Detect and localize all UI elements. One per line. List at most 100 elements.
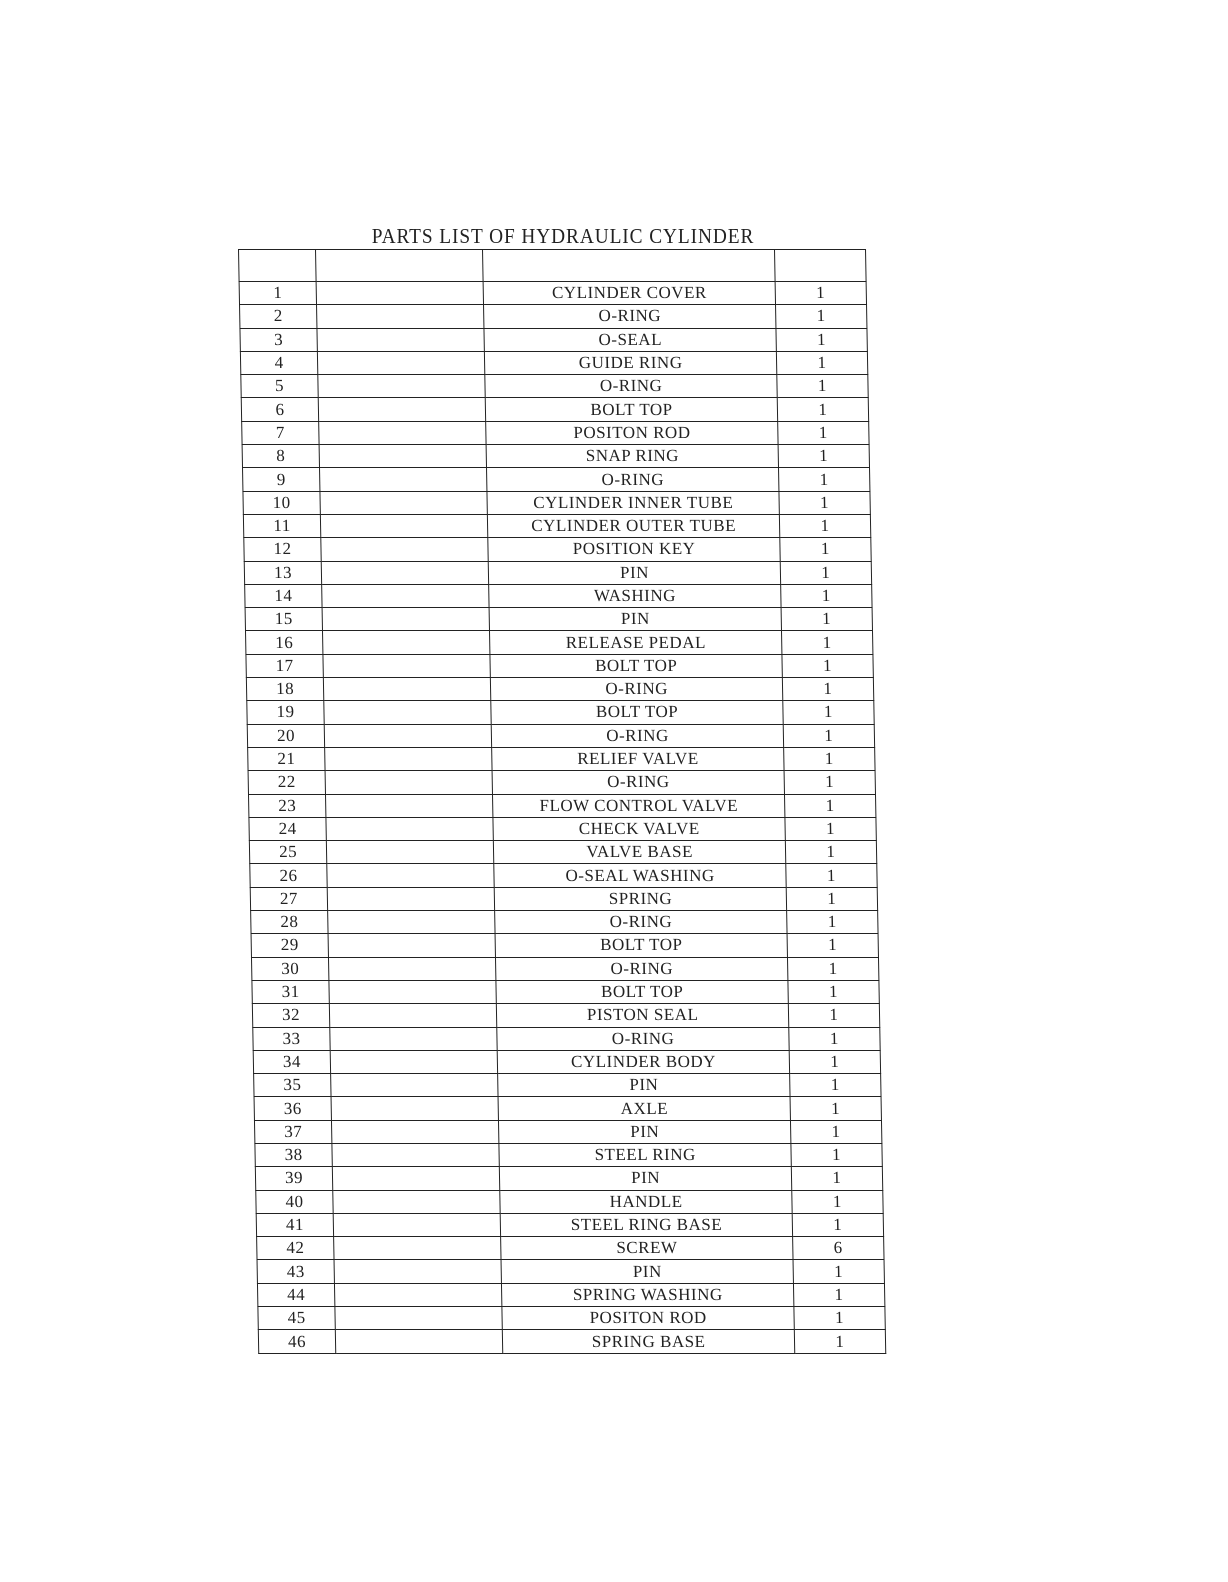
cell-item-number: 30	[251, 957, 330, 981]
table-row: 7 POSITON ROD 1	[241, 421, 870, 445]
cell-part-number	[320, 491, 488, 515]
cell-item-number: 36	[254, 1096, 332, 1121]
cell-part-number	[319, 444, 487, 468]
table-row: 37 PIN 1	[254, 1120, 882, 1144]
cell-quantity: 1	[791, 1190, 884, 1214]
table-row: 6 BOLT TOP 1	[241, 397, 869, 422]
cell-part-number	[324, 724, 493, 748]
cell-item-number: 3	[239, 328, 318, 352]
cell-item-number: 28	[250, 910, 329, 934]
table-row: 41 STEEL RING BASE 1	[256, 1213, 884, 1237]
cell-part-name: VALVE BASE	[493, 840, 786, 864]
cell-item-number: 7	[241, 421, 320, 445]
cell-part-name: SPRING BASE	[502, 1329, 795, 1354]
cell-part-number	[326, 840, 495, 864]
cell-item-number: 1	[239, 281, 317, 305]
table-row: 32 PISTON SEAL 1	[252, 1003, 880, 1027]
cell-part-number	[324, 747, 493, 771]
cell-part-name: RELEASE PEDAL	[489, 630, 782, 655]
table-row: 24 CHECK VALVE 1	[248, 817, 877, 841]
cell-quantity: 1	[784, 817, 877, 841]
cell-part-name: BOLT TOP	[490, 654, 783, 678]
cell-part-name: AXLE	[498, 1096, 791, 1121]
cell-item-number: 22	[248, 770, 326, 795]
cell-part-name: POSITON ROD	[502, 1306, 795, 1330]
cell-quantity: 1	[775, 328, 868, 352]
cell-quantity: 1	[780, 607, 873, 631]
table-row: 12 POSITION KEY 1	[243, 537, 872, 562]
cell-part-name: SPRING	[494, 887, 787, 911]
cell-part-name: WASHING	[489, 584, 781, 608]
table-row: 15 PIN 1	[245, 607, 873, 631]
cell-part-number	[332, 1143, 500, 1167]
cell-item-number: 44	[257, 1283, 335, 1307]
cell-part-number	[323, 677, 492, 701]
cell-quantity: 1	[792, 1259, 885, 1284]
header-cell-no	[238, 249, 317, 282]
cell-item-number: 16	[245, 630, 324, 655]
cell-item-number: 15	[245, 607, 323, 631]
cell-quantity: 1	[776, 351, 868, 375]
cell-part-number	[322, 630, 491, 655]
cell-part-name: BOLT TOP	[491, 700, 784, 725]
cell-part-number	[330, 1050, 498, 1074]
cell-item-number: 17	[245, 654, 324, 678]
cell-part-number	[318, 421, 487, 445]
cell-part-name: O-RING	[494, 910, 787, 934]
cell-quantity: 1	[777, 397, 869, 422]
cell-quantity: 1	[783, 724, 875, 748]
cell-part-name: O-RING	[492, 770, 785, 795]
cell-part-name: O-SEAL WASHING	[494, 863, 787, 888]
table-row: 8 SNAP RING 1	[242, 444, 870, 468]
cell-part-name: SNAP RING	[486, 444, 779, 468]
cell-part-name: STEEL RING	[499, 1143, 792, 1167]
cell-quantity: 1	[785, 840, 877, 864]
table-row: 20 O-RING 1	[247, 724, 875, 748]
cell-quantity: 1	[788, 1003, 880, 1027]
cell-item-number: 4	[240, 351, 318, 375]
table-row: 30 O-RING 1	[251, 957, 879, 981]
cell-part-number	[332, 1166, 501, 1191]
cell-part-number	[332, 1190, 501, 1214]
cell-part-number	[326, 863, 495, 888]
table-row: 18 O-RING 1	[246, 677, 874, 701]
cell-part-name: STEEL RING BASE	[500, 1213, 793, 1237]
table-row: 17 BOLT TOP 1	[245, 654, 874, 678]
cell-item-number: 14	[244, 584, 323, 608]
cell-item-number: 34	[253, 1050, 331, 1074]
cell-item-number: 10	[242, 491, 321, 515]
cell-part-number	[328, 957, 497, 981]
table-row: 1 CYLINDER COVER 1	[239, 281, 867, 305]
cell-part-name: BOLT TOP	[485, 397, 778, 422]
cell-part-number	[330, 1073, 499, 1097]
cell-part-name: CYLINDER INNER TUBE	[487, 491, 780, 515]
cell-part-number	[334, 1306, 503, 1330]
cell-quantity: 1	[791, 1166, 883, 1191]
cell-part-number	[335, 1329, 504, 1354]
table-row: 35 PIN 1	[253, 1073, 882, 1097]
cell-item-number: 9	[242, 467, 321, 492]
cell-quantity: 1	[786, 933, 879, 958]
cell-item-number: 41	[256, 1213, 334, 1237]
cell-quantity: 1	[794, 1329, 886, 1354]
table-row: 25 VALVE BASE 1	[249, 840, 877, 864]
cell-quantity: 1	[789, 1096, 882, 1121]
cell-part-number	[323, 654, 491, 678]
cell-part-number	[334, 1259, 502, 1284]
cell-part-number	[333, 1213, 501, 1237]
cell-part-name: O-SEAL	[484, 328, 777, 352]
cell-part-name: O-RING	[491, 724, 784, 748]
cell-item-number: 37	[254, 1120, 333, 1144]
cell-part-number	[325, 770, 493, 795]
cell-part-number	[331, 1096, 499, 1121]
cell-item-number: 39	[255, 1166, 333, 1191]
cell-part-number	[329, 980, 497, 1004]
cell-part-number	[321, 584, 490, 608]
table-row: 3 O-SEAL 1	[239, 328, 868, 352]
cell-part-name: FLOW CONTROL VALVE	[492, 794, 785, 818]
cell-quantity: 6	[792, 1236, 885, 1260]
cell-item-number: 24	[248, 817, 327, 841]
cell-part-number	[326, 817, 494, 841]
cell-item-number: 32	[252, 1003, 330, 1027]
table-row: 36 AXLE 1	[254, 1096, 882, 1121]
